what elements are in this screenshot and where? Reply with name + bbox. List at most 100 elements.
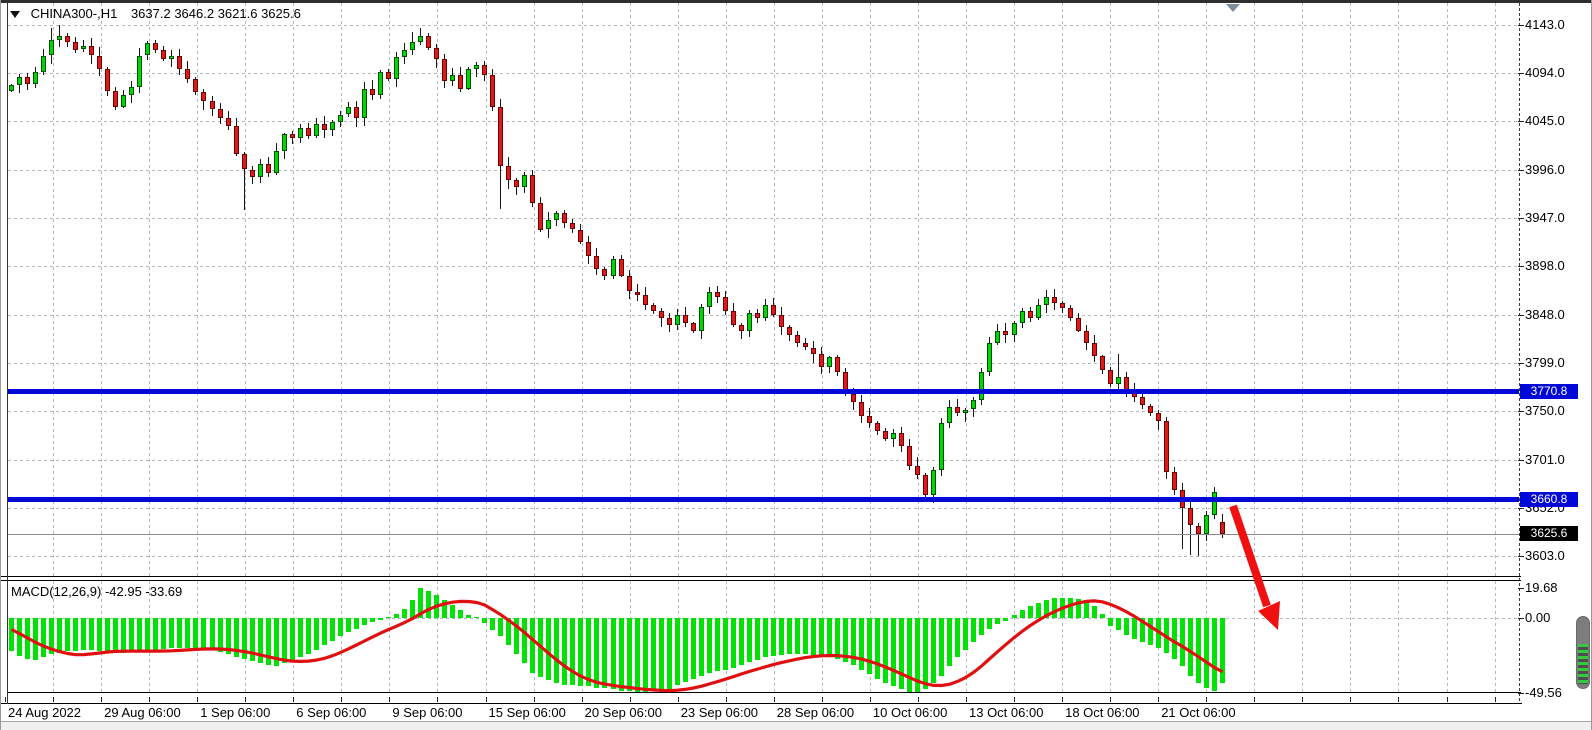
macd-histogram-bar [145,618,151,651]
macd-histogram-bar [442,599,448,618]
candle-bear [1051,297,1057,304]
candle-bear [209,100,215,109]
macd-histogram-bar [1220,618,1226,683]
time-tick-label[interactable]: 28 Sep 06:00 [776,705,855,720]
macd-histogram-bar [426,590,432,618]
time-tick-label[interactable]: 15 Sep 06:00 [488,705,566,720]
macd-histogram-bar [401,608,407,618]
time-gridline [1014,3,1015,576]
candle-bear [851,393,857,402]
macd-histogram-bar [554,618,560,684]
price-tick-label: 3799.0 [1525,355,1565,371]
macd-histogram-bar [923,618,929,690]
candle-bear [722,297,728,312]
candle-bear [634,291,640,296]
symbol-timeframe-label: CHINA300-,H1 [30,6,118,21]
time-gridline [1446,581,1448,692]
time-tick [1398,697,1400,702]
candle-bull [57,35,63,40]
candle-bull [963,409,969,414]
macd-histogram-bar [153,618,159,650]
macd-histogram-bar [329,618,335,641]
trend-arrow-head-icon[interactable] [1258,601,1280,630]
support-resistance-line[interactable] [8,497,1519,503]
macd-histogram-bar [345,618,351,633]
macd-histogram-bar [337,618,343,637]
candle-bull [939,423,945,471]
macd-histogram-bar [586,618,592,687]
macd-histogram-bar [907,618,913,693]
candle-bear [1027,311,1033,318]
macd-tick-label: -49.56 [1525,685,1562,700]
candle-bull [1115,377,1121,384]
time-tick-label[interactable]: 6 Sep 06:00 [296,705,367,720]
candle-bull [979,372,985,400]
macd-histogram-bar [466,615,472,618]
candle-bear [506,165,512,181]
macd-histogram-bar [65,618,71,652]
macd-histogram-bar [947,618,953,667]
macd-histogram-bar [730,618,736,668]
macd-histogram-bar [385,617,391,618]
symbol-dropdown-icon[interactable] [10,11,20,19]
candle-bear [538,203,544,230]
candle-bear [89,45,95,56]
time-tick-label[interactable]: 24 Aug 2022 [8,705,82,720]
candle-bear [690,322,696,331]
macd-histogram-bar [1212,618,1217,691]
time-gridline [1302,581,1304,692]
macd-histogram-bar [843,618,849,662]
candle-bear [201,91,207,101]
time-tick-label[interactable]: 21 Oct 06:00 [1161,705,1236,720]
macd-histogram-bar [642,618,648,693]
candle-bear [1139,396,1145,406]
time-tick-label[interactable]: 23 Sep 06:00 [680,705,759,720]
macd-histogram-bar [369,618,375,622]
time-gridline [677,3,679,576]
price-tick [1518,507,1524,509]
time-tick-label[interactable]: 10 Oct 06:00 [872,705,948,720]
macd-histogram-bar [1187,618,1193,676]
time-gridline [1062,581,1064,692]
candle-bear [426,35,432,48]
price-gridline [8,121,1519,123]
time-tick-label[interactable]: 29 Aug 06:00 [104,705,181,720]
candle-bear [514,180,520,188]
macd-histogram-bar [377,618,383,620]
candle-bear [618,259,624,276]
window-bottom-strip [1,721,1591,730]
time-gridline [1158,3,1160,576]
candle-bull [987,342,993,373]
chart-shift-marker-icon[interactable] [1226,4,1240,12]
time-gridline [437,3,439,576]
time-gridline [101,3,103,576]
macd-histogram-bar [1171,618,1177,659]
time-tick-label[interactable]: 18 Oct 06:00 [1065,705,1140,720]
candle-bull [610,259,616,276]
macd-histogram-bar [770,618,776,656]
macd-histogram-bar [610,618,616,690]
time-gridline [581,3,583,576]
trend-arrow-shaft[interactable] [1229,504,1271,608]
candle-bear [25,77,31,84]
macd-histogram-bar [955,618,961,658]
scroll-slider[interactable] [1576,616,1590,689]
panel-separator-line[interactable] [1,576,1521,577]
time-tick-label[interactable]: 13 Oct 06:00 [969,705,1044,720]
support-resistance-line[interactable] [8,389,1519,394]
macd-histogram-bar [1043,599,1049,618]
time-tick [389,697,391,702]
panel-separator-line [1,580,1521,581]
time-tick-label[interactable]: 9 Sep 06:00 [392,705,463,720]
macd-histogram-bar [690,618,696,679]
price-gridline [8,411,1519,413]
time-tick-label[interactable]: 1 Sep 06:00 [200,705,271,720]
macd-histogram-bar [778,618,784,656]
candle-bear [1163,421,1169,473]
candle-bear [859,401,865,417]
time-tick [1014,697,1015,702]
candle-bull [81,45,87,50]
time-tick-label[interactable]: 20 Sep 06:00 [584,705,662,720]
